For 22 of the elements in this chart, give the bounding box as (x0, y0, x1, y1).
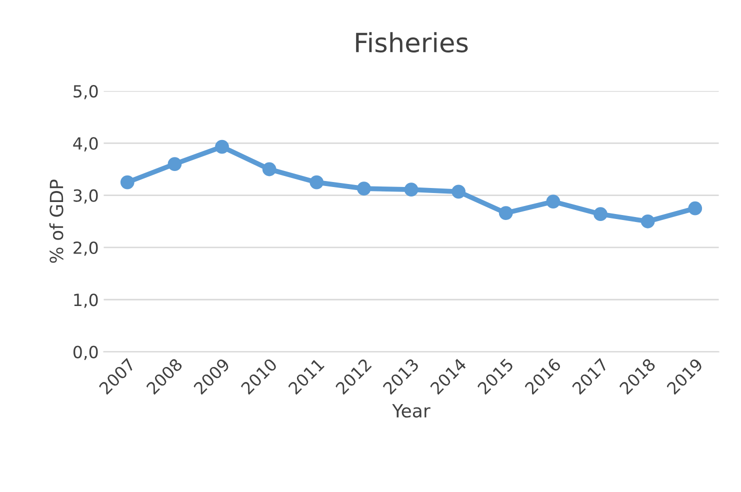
point (452, 184, 466, 199)
point (357, 182, 371, 196)
y-tick-label: 1,0 (74, 294, 98, 308)
point (168, 157, 182, 171)
y-tick-label: 3,0 (74, 189, 98, 204)
y-tick-label: 0,0 (73, 346, 98, 360)
point (262, 162, 276, 176)
x-axis-title: Year (392, 404, 430, 418)
point (404, 182, 418, 197)
point (640, 214, 655, 228)
y-tick-label: 4,0 (73, 137, 98, 152)
point (215, 140, 229, 154)
point (594, 207, 608, 222)
y-tick-label: 2,0 (74, 241, 98, 256)
y-tick-label: 5,0 (74, 84, 98, 100)
chart-title: Fisheries (356, 32, 468, 53)
point (546, 194, 560, 209)
point (310, 175, 324, 190)
y-axis-title: % of GDP (49, 180, 64, 263)
point (498, 206, 513, 220)
point (688, 201, 702, 216)
point (120, 175, 134, 190)
